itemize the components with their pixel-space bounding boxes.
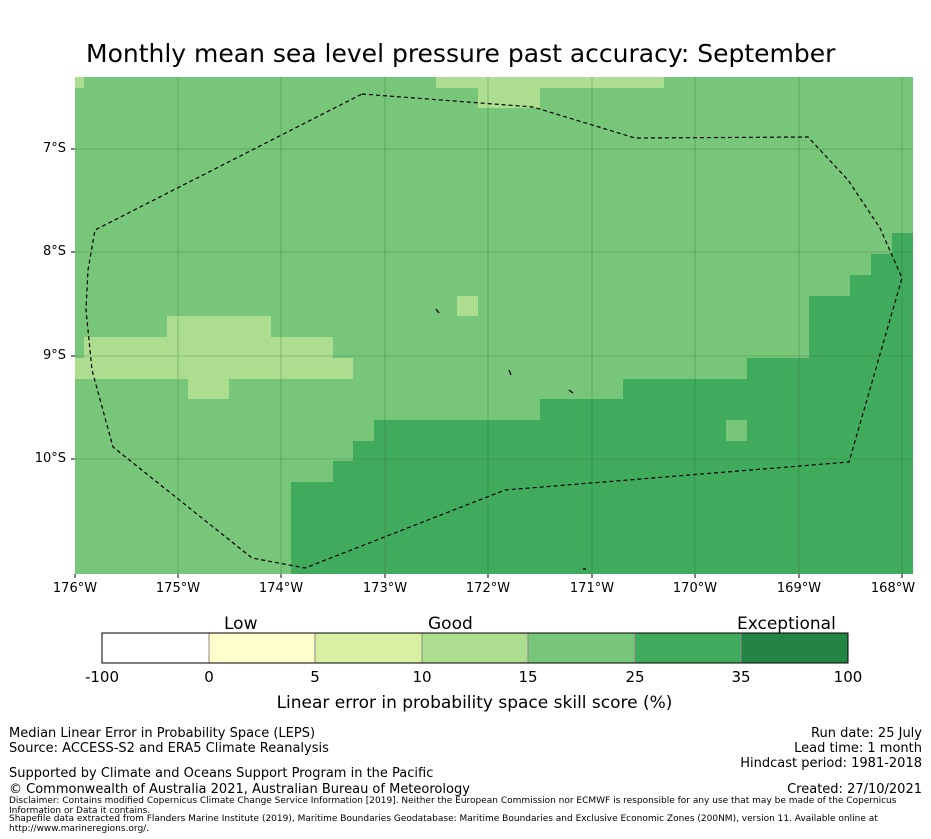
island-2 — [508, 369, 512, 376]
lon-label-170w: 170°W — [672, 581, 718, 596]
colorbar-dividers — [208, 633, 742, 663]
patch-top-band — [436, 77, 664, 88]
skill-10-15-patches — [75, 77, 664, 399]
colorbar-category-good: Good — [428, 614, 473, 634]
patch-west-mid — [84, 337, 333, 358]
colorbar-tick-10: 10 — [412, 668, 432, 686]
patch-top-left — [75, 77, 84, 88]
colorbar-label: Linear error in probability space skill … — [276, 693, 673, 713]
colorbar-seg-35-100 — [741, 633, 848, 663]
gridlines — [75, 77, 913, 574]
patch-west-lower — [75, 358, 353, 379]
colorbar-tick-100: 100 — [833, 668, 863, 686]
patch-west-tail — [188, 379, 229, 399]
lat-label-9s: 9°S — [42, 348, 66, 363]
hindcast-period-label: Hindcast period: 1981-2018 — [740, 756, 922, 771]
lon-label-172w: 172°W — [465, 581, 511, 596]
copyright-label: © Commonwealth of Australia 2021, Austra… — [9, 782, 470, 797]
region-25-35 — [291, 233, 913, 574]
run-date-label: Run date: 25 July — [811, 726, 922, 741]
shapefile-credit-text: Shapefile data extracted from Flanders M… — [9, 814, 878, 834]
lon-label-171w: 171°W — [569, 581, 615, 596]
colorbar-tick-neg100: -100 — [84, 668, 120, 686]
colorbar-category-low: Low — [224, 614, 258, 634]
patch-top-lobe — [478, 88, 540, 108]
islands — [435, 308, 586, 570]
colorbar-category-exceptional: Exceptional — [737, 614, 836, 634]
method-label: Median Linear Error in Probability Space… — [9, 726, 316, 741]
colorbar-tick-0: 0 — [204, 668, 214, 686]
supported-by-label: Supported by Climate and Oceans Support … — [9, 766, 434, 781]
lat-label-8s: 8°S — [42, 244, 66, 259]
patch-west-upper — [167, 316, 271, 337]
skill-25-35-region — [291, 233, 913, 574]
colorbar-seg-10-15 — [422, 633, 528, 663]
colorbar-seg-neg100-0 — [102, 633, 209, 663]
lat-label-10s: 10°S — [34, 451, 66, 466]
lon-label-176w: 176°W — [52, 581, 98, 596]
island-3 — [568, 389, 574, 394]
colorbar-seg-15-25 — [528, 633, 635, 663]
created-date-label: Created: 27/10/2021 — [787, 782, 922, 797]
lead-time-label: Lead time: 1 month — [794, 741, 922, 756]
colorbar-seg-0-5 — [209, 633, 315, 663]
colorbar-tick-5: 5 — [310, 668, 320, 686]
lon-label-168w: 168°W — [870, 581, 916, 596]
disclaimer-text: Disclaimer: Contains modified Copernicus… — [9, 796, 897, 816]
colorbar — [101, 632, 849, 664]
lon-label-173w: 173°W — [362, 581, 408, 596]
patch-center-square — [457, 296, 478, 316]
colorbar-tick-15: 15 — [518, 668, 538, 686]
colorbar-outline — [101, 632, 849, 664]
map-area — [75, 77, 913, 574]
skill-map — [71, 77, 913, 578]
lat-label-7s: 7°S — [42, 141, 66, 156]
lon-label-174w: 174°W — [258, 581, 304, 596]
axis-ticks — [71, 148, 903, 578]
eez-boundary — [85, 93, 903, 569]
lon-label-175w: 175°W — [155, 581, 201, 596]
colorbar-tick-35: 35 — [731, 668, 751, 686]
patch-east-light — [726, 420, 747, 441]
map-title: Monthly mean sea level pressure past acc… — [86, 39, 836, 68]
colorbar-seg-25-35 — [635, 633, 741, 663]
colorbar-seg-5-10 — [315, 633, 422, 663]
colorbar-tick-25: 25 — [625, 668, 645, 686]
source-label: Source: ACCESS-S2 and ERA5 Climate Reana… — [9, 741, 329, 756]
lon-label-169w: 169°W — [776, 581, 822, 596]
island-1 — [435, 308, 440, 314]
